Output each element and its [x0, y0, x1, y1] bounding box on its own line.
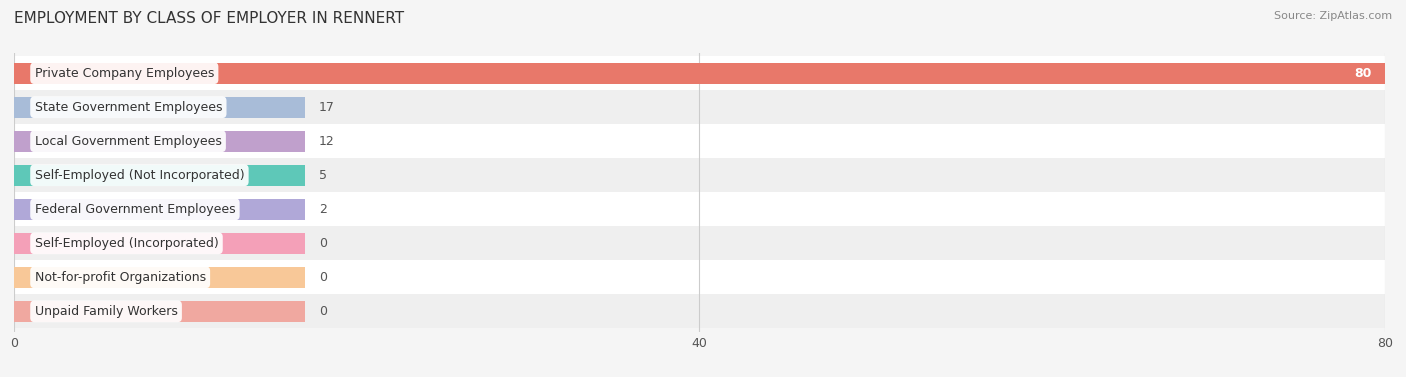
- Bar: [14, 233, 305, 254]
- Text: Not-for-profit Organizations: Not-for-profit Organizations: [35, 271, 205, 284]
- Text: 0: 0: [319, 237, 328, 250]
- Bar: [14, 226, 1385, 260]
- Bar: [14, 90, 1385, 124]
- Text: State Government Employees: State Government Employees: [35, 101, 222, 114]
- Text: 17: 17: [319, 101, 335, 114]
- Bar: [14, 63, 1385, 84]
- Text: 2: 2: [319, 203, 328, 216]
- Bar: [14, 199, 305, 220]
- Text: Self-Employed (Not Incorporated): Self-Employed (Not Incorporated): [35, 169, 245, 182]
- Text: 0: 0: [319, 271, 328, 284]
- Text: Self-Employed (Incorporated): Self-Employed (Incorporated): [35, 237, 218, 250]
- Bar: [14, 165, 305, 186]
- Bar: [14, 124, 1385, 158]
- Bar: [14, 158, 1385, 192]
- Text: Private Company Employees: Private Company Employees: [35, 67, 214, 80]
- Text: Source: ZipAtlas.com: Source: ZipAtlas.com: [1274, 11, 1392, 21]
- Text: 0: 0: [319, 305, 328, 318]
- Bar: [14, 294, 1385, 328]
- Text: Local Government Employees: Local Government Employees: [35, 135, 222, 148]
- Bar: [14, 260, 1385, 294]
- Text: EMPLOYMENT BY CLASS OF EMPLOYER IN RENNERT: EMPLOYMENT BY CLASS OF EMPLOYER IN RENNE…: [14, 11, 404, 26]
- Bar: [14, 56, 1385, 90]
- Bar: [14, 131, 305, 152]
- Bar: [14, 192, 1385, 226]
- Bar: [14, 301, 305, 322]
- Text: Federal Government Employees: Federal Government Employees: [35, 203, 235, 216]
- Text: 80: 80: [1354, 67, 1371, 80]
- Bar: [14, 97, 305, 118]
- Bar: [14, 267, 305, 288]
- Text: Unpaid Family Workers: Unpaid Family Workers: [35, 305, 177, 318]
- Text: 5: 5: [319, 169, 328, 182]
- Text: 12: 12: [319, 135, 335, 148]
